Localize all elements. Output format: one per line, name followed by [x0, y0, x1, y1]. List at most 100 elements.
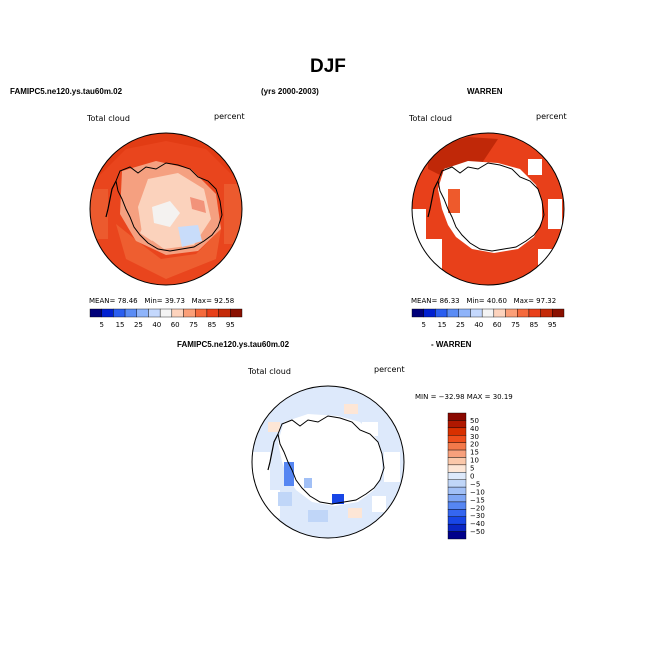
- years-label: (yrs 2000-2003): [261, 87, 319, 96]
- colorbar-tick-label: 5: [421, 321, 425, 329]
- colorbar-swatch: [101, 308, 114, 318]
- colorbar-tick-label: −30: [470, 512, 485, 520]
- colorbar-tick-label: −20: [470, 504, 485, 512]
- panel3-units-label: percent: [374, 365, 405, 374]
- panel1-max-label: Max=: [191, 297, 212, 305]
- colorbar-tick-label: 5: [470, 465, 474, 473]
- panel3-variable-label: Total cloud: [248, 367, 291, 376]
- panel1-units-label: percent: [214, 112, 245, 121]
- colorbar-tick-label: 15: [470, 449, 479, 457]
- colorbar-swatch: [447, 442, 467, 451]
- panel2-units-label: percent: [536, 112, 567, 121]
- colorbar-tick-label: 60: [171, 321, 180, 329]
- colorbar-swatch: [148, 308, 161, 318]
- colorbar-swatch: [540, 308, 553, 318]
- colorbar-swatch: [218, 308, 231, 318]
- colorbar-tick-label: 60: [493, 321, 502, 329]
- colorbar-tick-label: 75: [189, 321, 198, 329]
- colorbar-swatch: [447, 435, 467, 443]
- colorbar-tick-label: 25: [456, 321, 465, 329]
- colorbar-swatch: [195, 308, 208, 318]
- colorbar-swatch: [447, 531, 467, 540]
- colorbar-swatch: [411, 308, 424, 318]
- colorbar-tick-label: 20: [470, 441, 479, 449]
- colorbar-swatch: [447, 486, 467, 495]
- panel1-stats: MEAN= 78.46 Min= 39.73 Max= 92.58: [89, 297, 234, 305]
- colorbar-swatch: [552, 308, 565, 318]
- colorbar-swatch: [528, 308, 541, 318]
- panel2-max-label: Max=: [513, 297, 534, 305]
- colorbar-swatch: [447, 420, 467, 429]
- colorbar-swatch: [136, 308, 149, 318]
- colorbar-tick-label: −50: [470, 528, 485, 536]
- colorbar-swatch: [470, 308, 483, 318]
- colorbar-tick-label: −5: [470, 480, 480, 488]
- colorbar-swatch: [447, 449, 467, 458]
- colorbar-swatch: [447, 427, 467, 436]
- colorbar-swatch: [447, 516, 467, 525]
- colorbar-swatch: [183, 308, 196, 318]
- obs-label: WARREN: [467, 87, 503, 96]
- panel3-difference-map: [251, 385, 405, 539]
- colorbar-swatch: [447, 472, 467, 480]
- colorbar-swatch: [447, 509, 467, 517]
- figure-title: DJF: [310, 56, 346, 77]
- colorbar-tick-label: 85: [529, 321, 538, 329]
- colorbar-tick-label: 30: [470, 433, 479, 441]
- colorbar-swatch: [230, 308, 243, 318]
- colorbar-tick-label: 85: [207, 321, 216, 329]
- colorbar-tick-label: 0: [470, 473, 474, 481]
- colorbar-swatch: [447, 494, 467, 503]
- colorbar-tick-label: 95: [226, 321, 235, 329]
- colorbar-swatch: [447, 412, 467, 421]
- panel2-min-value: 40.60: [486, 297, 507, 305]
- colorbar-tick-label: 40: [474, 321, 483, 329]
- colorbar-swatch: [159, 308, 173, 318]
- panel2-colorbar: 5 15 25 40 60 75 85 95: [411, 308, 565, 329]
- colorbar-tick-label: 15: [438, 321, 447, 329]
- colorbar-swatch: [447, 457, 467, 466]
- panel2-stats: MEAN= 86.33 Min= 40.60 Max= 97.32: [411, 297, 556, 305]
- panel1-max-value: 92.58: [214, 297, 235, 305]
- colorbar-swatch: [517, 308, 530, 318]
- colorbar-swatch: [113, 308, 126, 318]
- colorbar-tick-label: −10: [470, 488, 485, 496]
- colorbar-swatch: [124, 308, 137, 318]
- colorbar-tick-label: −40: [470, 520, 485, 528]
- colorbar-swatch: [171, 308, 184, 318]
- colorbar-swatch: [89, 308, 102, 318]
- colorbar-swatch: [505, 308, 518, 318]
- panel2-obs-map: [411, 132, 565, 286]
- colorbar-swatch: [481, 308, 495, 318]
- colorbar-swatch: [446, 308, 459, 318]
- colorbar-swatch: [423, 308, 436, 318]
- panel1-model-map: [89, 132, 243, 286]
- panel2-mean-label: MEAN=: [411, 297, 438, 305]
- colorbar-swatch: [447, 464, 467, 473]
- panel1-mean-value: 78.46: [117, 297, 138, 305]
- diff-model-label: FAMIPC5.ne120.ys.tau60m.02: [177, 340, 290, 349]
- colorbar-swatch: [206, 308, 219, 318]
- colorbar-tick-label: 40: [152, 321, 161, 329]
- colorbar-tick-label: 25: [134, 321, 143, 329]
- colorbar-tick-label: 95: [548, 321, 557, 329]
- panel1-min-value: 39.73: [164, 297, 185, 305]
- colorbar-tick-label: 75: [511, 321, 520, 329]
- panel2-variable-label: Total cloud: [409, 114, 452, 123]
- diff-obs-label: - WARREN: [431, 340, 472, 349]
- colorbar-swatch: [435, 308, 448, 318]
- panel2-mean-value: 86.33: [439, 297, 460, 305]
- panel1-min-label: Min=: [144, 297, 163, 305]
- colorbar-swatch: [447, 501, 467, 510]
- panel2-min-label: Min=: [466, 297, 485, 305]
- model-case-label: FAMIPC5.ne120.ys.tau60m.02: [10, 87, 123, 96]
- colorbar-swatch: [447, 523, 467, 532]
- colorbar-tick-label: 50: [470, 417, 479, 425]
- colorbar-swatch: [493, 308, 506, 318]
- colorbar-swatch: [447, 479, 467, 488]
- panel1-variable-label: Total cloud: [87, 114, 130, 123]
- panel1-colorbar: 5 15 25 40 60 75 85 95: [89, 308, 243, 329]
- panel1-mean-label: MEAN=: [89, 297, 116, 305]
- colorbar-swatch: [458, 308, 471, 318]
